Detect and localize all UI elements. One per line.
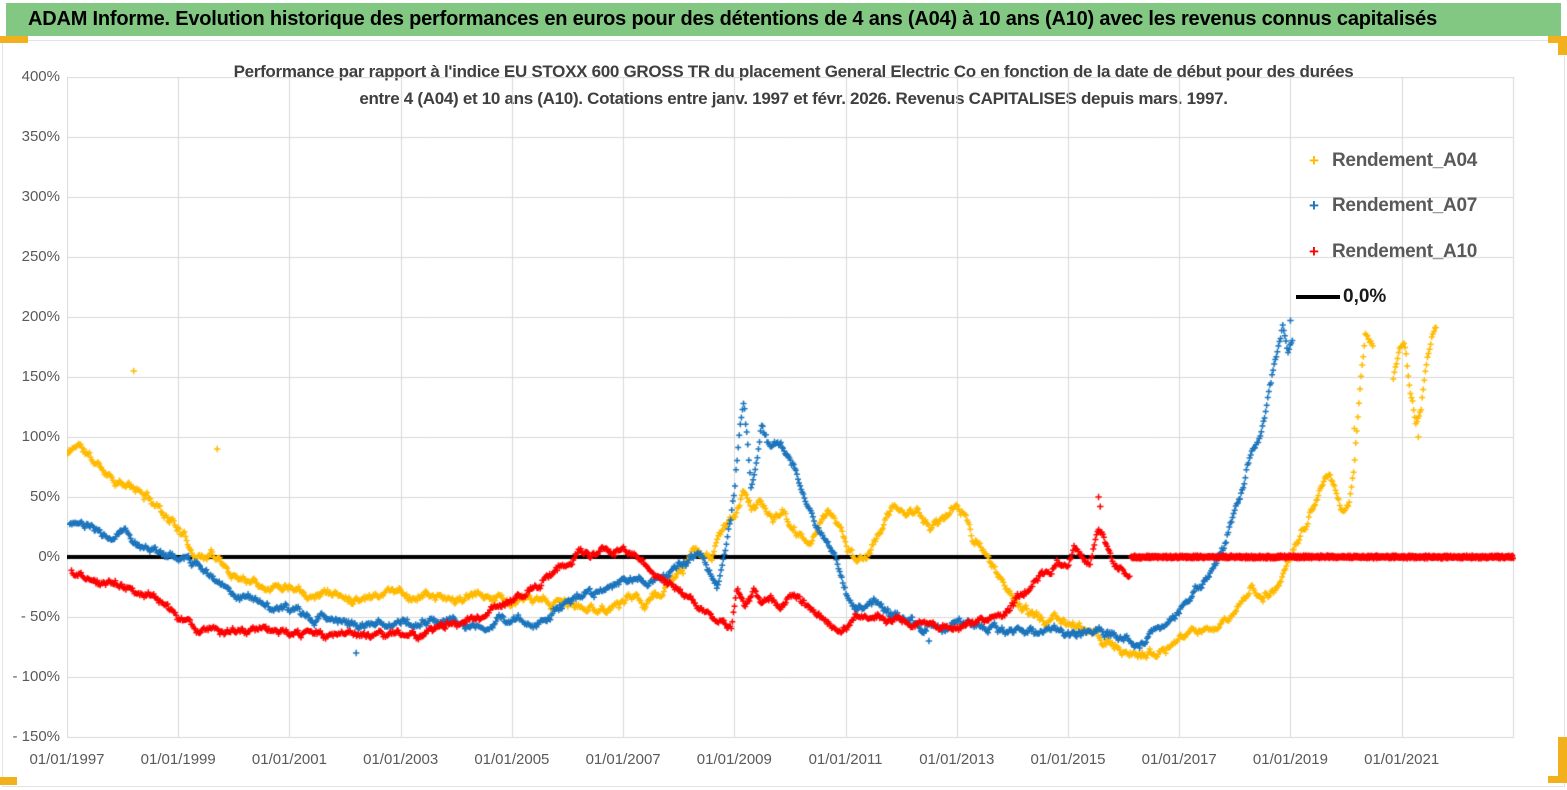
plus-marker-icon: + [1309,150,1319,170]
legend-label: Rendement_A07 [1332,195,1477,217]
header-title: ADAM Informe. Evolution historique des p… [28,8,1437,30]
x-axis-tick-label: 01/01/2011 [808,751,883,768]
legend-label: Rendement_A04 [1332,149,1477,171]
x-axis-tick-label: 01/01/2001 [251,751,327,768]
x-axis-tick-label: 01/01/2009 [696,751,772,768]
y-axis-tick-label: 100% [21,428,60,445]
y-axis-tick-label: 350% [21,128,60,145]
y-axis-tick-label: 200% [21,308,60,325]
y-axis-tick-label: 300% [21,188,60,205]
legend-item-a04: + Rendement_A04 [1296,138,1536,184]
y-axis-tick-label: 400% [21,68,60,85]
y-axis-tick-label: 150% [21,368,60,385]
legend-label: Rendement_A10 [1332,240,1477,262]
y-axis-tick-label: - 100% [12,668,60,685]
accent-top-left [0,36,28,43]
x-axis-tick-label: 01/01/2003 [363,751,439,768]
legend-item-zero-line: 0,0% [1296,275,1536,321]
x-axis-tick-label: 01/01/2013 [919,751,995,768]
x-axis-tick-label: 01/01/2021 [1364,751,1440,768]
plot-area [67,77,1516,739]
legend-item-a10: + Rendement_A10 [1296,229,1536,275]
y-axis-tick-label: 50% [29,488,60,505]
y-axis-tick-label: - 150% [12,728,60,745]
accent-top-right-h [1548,36,1567,43]
x-axis-tick-label: 01/01/2005 [474,751,550,768]
x-axis-tick-label: 01/01/2015 [1030,751,1106,768]
x-axis-tick-label: 01/01/2017 [1141,751,1217,768]
accent-top-right-v [1558,36,1567,55]
chart-title-line1: Performance par rapport à l'indice EU ST… [233,62,1354,81]
legend-label: 0,0% [1343,286,1387,308]
y-axis-tick-label: - 50% [20,608,60,625]
y-axis-tick-label: 250% [21,248,60,265]
plus-marker-icon: + [1309,241,1319,261]
legend: + Rendement_A04 + Rendement_A07 + Rendem… [1296,138,1536,320]
accent-bottom-right-h [1548,776,1567,783]
header-bar: ADAM Informe. Evolution historique des p… [6,3,1561,36]
x-axis-tick-label: 01/01/1997 [29,751,105,768]
x-axis-tick-label: 01/01/2019 [1252,751,1328,768]
legend-item-a07: + Rendement_A07 [1296,184,1536,230]
accent-bottom-left [0,777,17,785]
x-axis-tick-label: 01/01/2007 [585,751,661,768]
accent-bottom-right-v [1558,737,1567,783]
y-axis-tick-label: 0% [38,548,60,565]
plus-marker-icon: + [1309,196,1319,216]
zero-line-swatch [1296,295,1340,300]
x-axis-tick-label: 01/01/1999 [140,751,216,768]
